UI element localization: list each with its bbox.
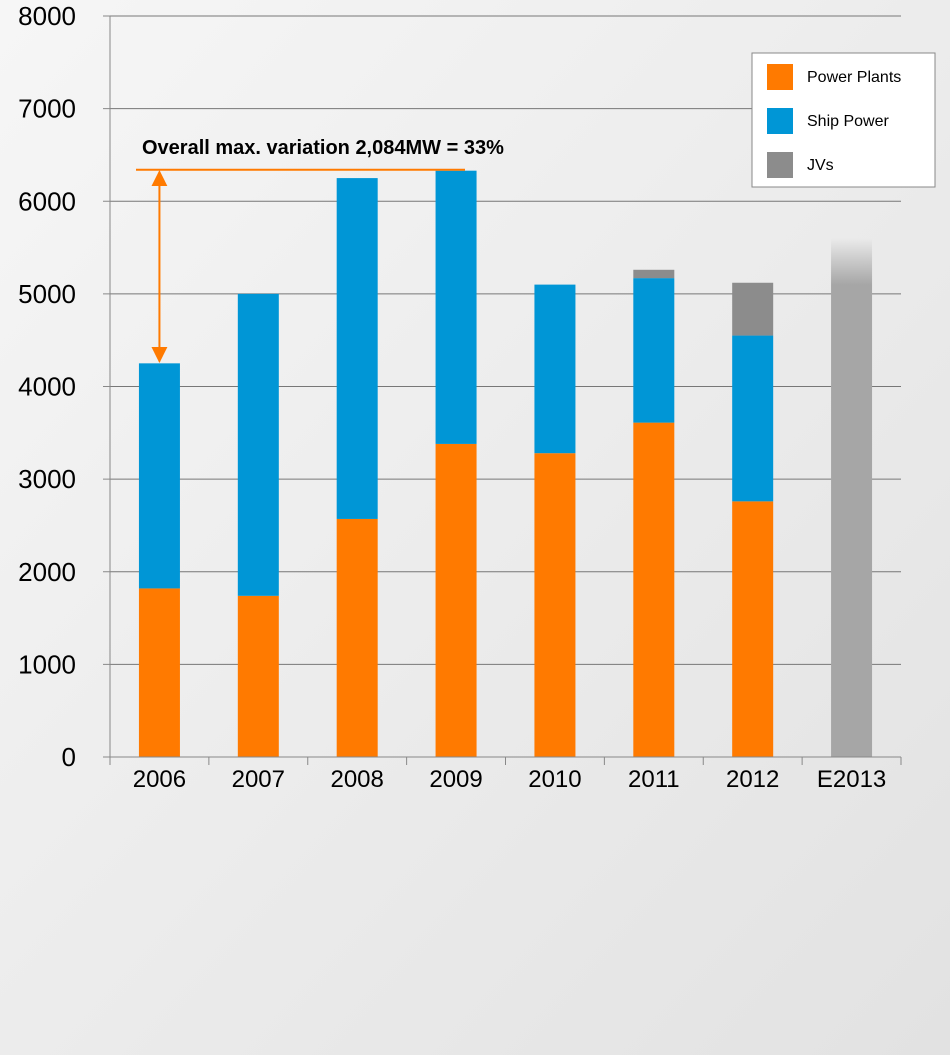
y-tick-label: 4000 (18, 372, 76, 402)
x-tick-label: 2011 (628, 766, 680, 793)
bar-power-plants-2010 (534, 453, 576, 757)
y-tick-label: 0 (62, 742, 76, 772)
bar-jvs-2011 (633, 269, 675, 279)
bar-jvs-2012 (732, 282, 774, 336)
bar-power-plants-2009 (435, 443, 477, 757)
bar-power-plants-2006 (138, 588, 180, 757)
annotation-label: Overall max. variation 2,084MW = 33% (142, 137, 504, 159)
y-tick-label: 2000 (18, 557, 76, 587)
bar-ship-power-2012 (732, 335, 774, 502)
bar-ship-power-2011 (633, 278, 675, 423)
axes: 0 1000 2000 3000 4000 5000 6000 7000 8000 2006 200… (18, 1, 902, 793)
x-tick-label: E2013 (817, 766, 886, 793)
y-tick-label: 6000 (18, 186, 76, 216)
bar-ship-power-2008 (336, 178, 378, 519)
variation-annotation: Overall max. variation 2,084MW = 33% (136, 137, 504, 363)
legend-swatch-jvs (767, 152, 793, 178)
bar-power-plants-2007 (237, 595, 279, 757)
x-tick-label: 2009 (429, 766, 482, 793)
bar-estimate-E2013 (831, 238, 873, 758)
y-tick-label: 8000 (18, 1, 76, 31)
bar-power-plants-2012 (732, 501, 774, 757)
bar-ship-power-2010 (534, 284, 576, 454)
y-tick-label: 1000 (18, 649, 76, 679)
x-tick-label: 2006 (133, 766, 186, 793)
bar-ship-power-2006 (138, 363, 180, 589)
bar-ship-power-2009 (435, 170, 477, 444)
legend-swatch-ship-power (767, 108, 793, 134)
legend-swatch-power-plants (767, 64, 793, 90)
bar-power-plants-2008 (336, 518, 378, 757)
x-tick-label: 2007 (232, 766, 285, 793)
legend: Power Plants Ship Power JVs (751, 52, 936, 188)
legend-label-ship-power: Ship Power (807, 113, 889, 130)
legend-label-power-plants: Power Plants (807, 69, 901, 86)
y-tick-label: 3000 (18, 464, 76, 494)
bars (138, 170, 873, 758)
y-tick-label: 7000 (18, 94, 76, 124)
bar-ship-power-2007 (237, 293, 279, 596)
x-tick-label: 2012 (726, 766, 779, 793)
y-tick-label: 5000 (18, 279, 76, 309)
x-tick-label: 2010 (528, 766, 581, 793)
bar-power-plants-2011 (633, 422, 675, 757)
legend-label-jvs: JVs (807, 157, 834, 174)
x-tick-label: 2008 (330, 766, 383, 793)
